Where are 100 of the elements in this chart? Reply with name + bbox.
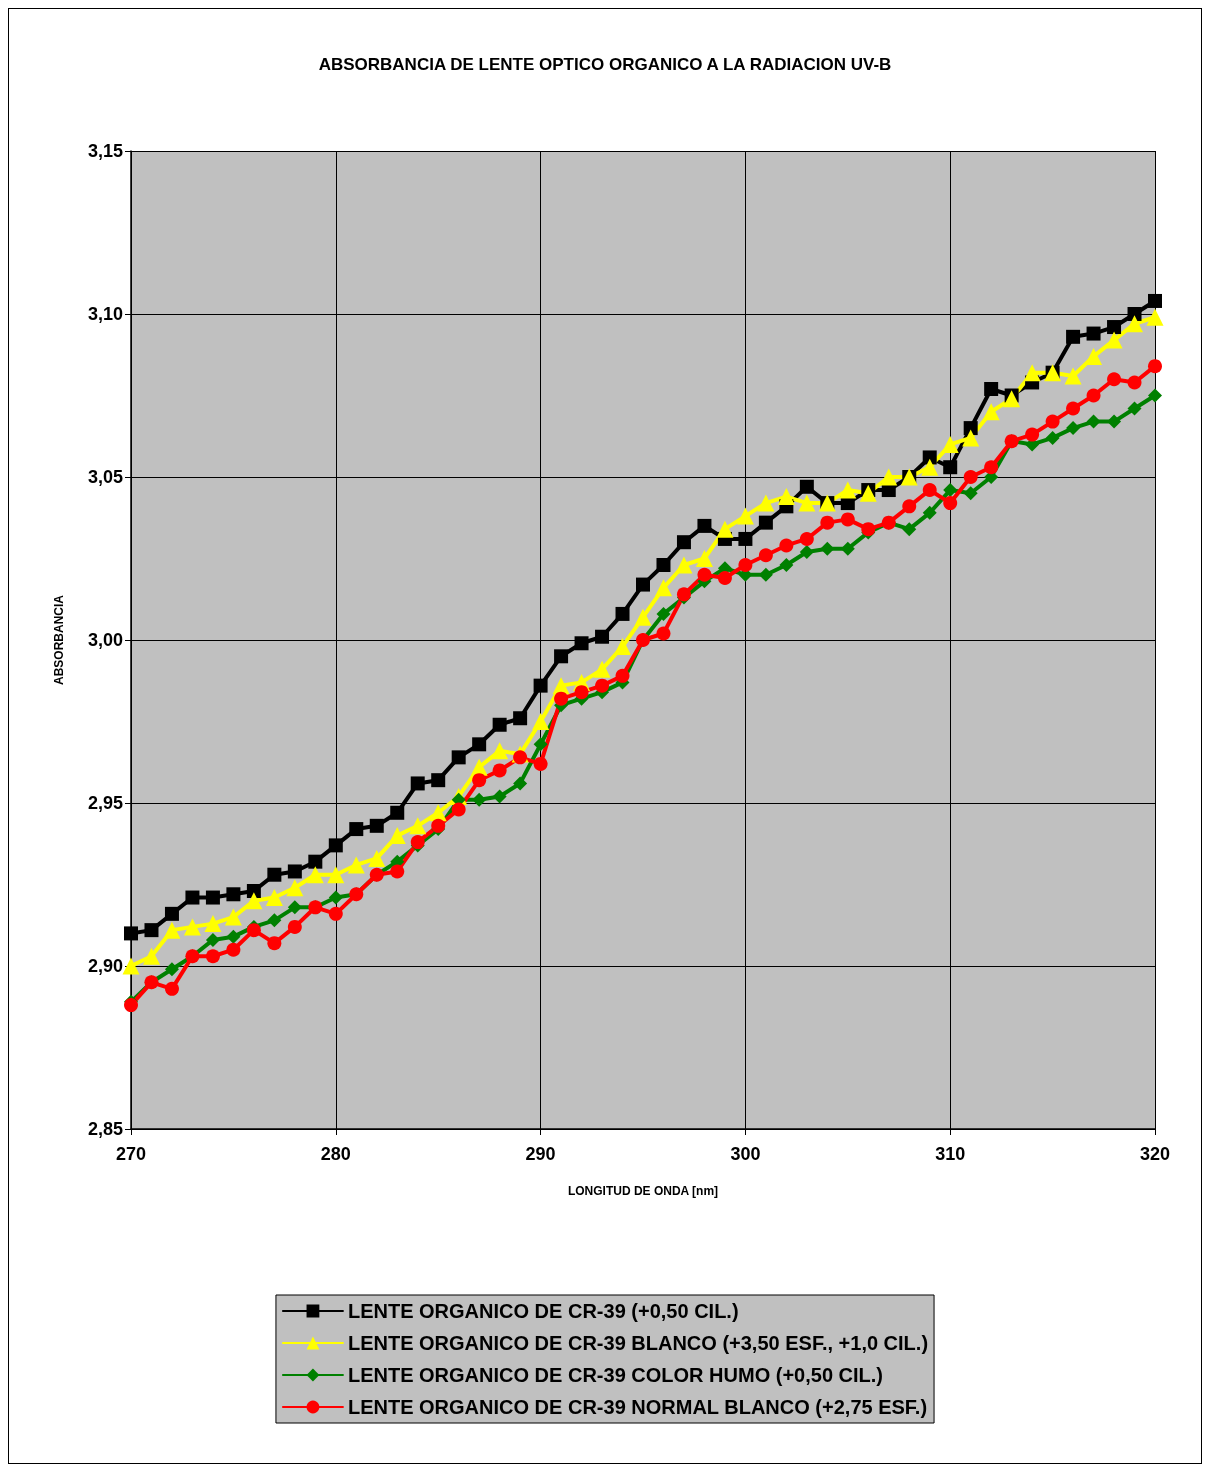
point [328,838,343,853]
point [533,756,548,771]
x-tick-label: 300 [730,1144,761,1164]
point [1045,430,1060,445]
point [1066,329,1081,344]
point [738,558,753,573]
point [267,913,282,928]
point [491,742,509,760]
point [124,926,138,941]
point [205,949,220,964]
point [122,957,140,975]
point [636,577,650,592]
point [777,488,795,506]
point [451,802,466,817]
point [349,822,364,837]
point [941,435,959,453]
point [410,776,425,791]
point [1107,372,1122,387]
point [1148,388,1162,403]
point [880,468,898,486]
point [799,544,814,559]
point [183,918,201,936]
point [472,792,487,807]
point [347,856,365,874]
point [1066,401,1081,416]
y-tick-label: 2,95 [87,793,123,813]
point [963,470,978,484]
point [286,879,304,897]
point [615,606,630,621]
y-tick-label: 2,85 [87,1119,123,1139]
legend-label: LENTE ORGANICO DE CR-39 BLANCO (+3,50 ESF., +1,0 CIL.) [347,1332,929,1354]
point [205,932,220,947]
point [1086,414,1101,429]
point [142,947,160,965]
point [962,429,980,447]
y-tick-label: 3,05 [87,467,123,487]
point [328,890,343,905]
point [265,889,283,907]
point [533,678,548,693]
point [1148,359,1162,374]
legend-label: LENTE ORGANICO DE CR-39 COLOR HUMO (+0,50 CIL.) [347,1364,884,1386]
point [431,818,446,833]
point [1146,308,1164,326]
point [902,522,917,537]
point [224,908,242,926]
point [902,499,917,514]
point [840,512,855,527]
point [758,567,773,582]
point [593,660,611,678]
point [226,929,241,944]
point [204,915,222,933]
x-tick-label: 280 [320,1144,351,1164]
point [1045,414,1060,429]
point [513,776,528,791]
point [513,711,528,726]
point [388,827,406,845]
point [675,556,693,574]
point [859,484,877,502]
point [656,626,671,641]
point [205,890,220,905]
point [287,900,302,915]
point [1066,421,1081,436]
point [492,717,507,732]
x-axis-title: LONGITUD DE ONDA [nm] [567,1184,719,1198]
point [287,919,302,934]
point [1148,293,1162,308]
point [144,923,159,938]
legend-label: LENTE ORGANICO DE CR-39 (+0,50 CIL.) [347,1300,739,1322]
point [943,483,958,498]
y-tick-label: 3,10 [87,304,123,324]
point [124,998,138,1013]
point [820,515,835,530]
point [164,906,179,921]
point [615,668,630,683]
point [963,421,978,436]
point [1127,401,1142,416]
point [1003,390,1021,408]
point [306,866,324,884]
point [697,518,712,533]
point [1025,427,1040,442]
point [1127,307,1142,321]
point [368,849,386,867]
point [1107,320,1122,335]
point [532,713,550,730]
y-tick-label: 2,90 [87,956,123,976]
point [267,867,282,882]
point [736,507,754,525]
point [574,685,589,700]
point [716,520,734,538]
point [654,579,672,597]
point [676,535,691,550]
y-axis-title: ABSORBANCIA [52,594,66,685]
point [1085,347,1103,365]
point [656,558,671,573]
point [185,890,200,905]
point [246,923,261,938]
point [984,381,999,396]
point [820,541,835,556]
point [1107,414,1122,429]
point [1126,315,1144,333]
